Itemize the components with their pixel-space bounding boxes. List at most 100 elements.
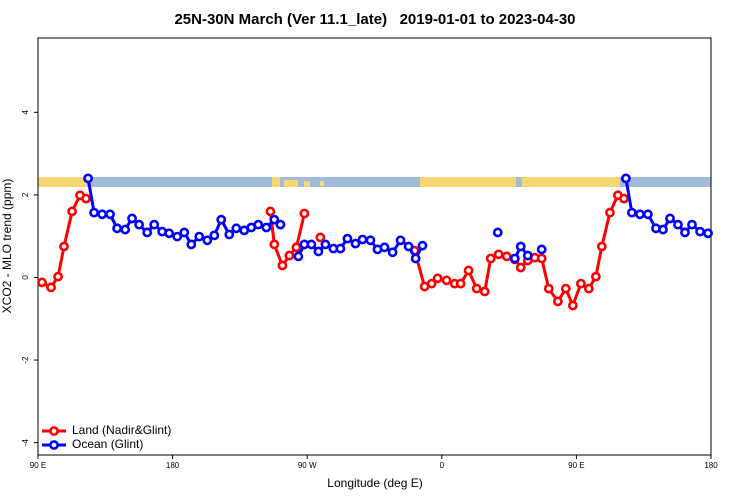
data-point [619, 193, 629, 204]
data-point [395, 235, 406, 246]
data-point [492, 227, 503, 238]
data-point [112, 223, 123, 234]
y-tick-label: -2 [21, 356, 30, 364]
land-band [320, 181, 324, 186]
data-point [410, 253, 421, 264]
data-point [209, 230, 220, 241]
land-band [38, 177, 87, 187]
data-point [53, 271, 63, 282]
y-tick-label: 4 [21, 110, 30, 115]
data-point [275, 219, 286, 230]
data-point [320, 239, 331, 250]
series-line [41, 193, 87, 290]
data-point [658, 224, 668, 235]
x-tick-label: 0 [440, 461, 445, 470]
data-point [149, 219, 160, 230]
data-point [626, 207, 637, 218]
data-point [293, 251, 304, 262]
data-point [89, 207, 99, 218]
data-point [441, 275, 452, 286]
legend-marker [49, 426, 59, 436]
data-point [179, 227, 190, 238]
data-point [687, 219, 697, 230]
data-point [605, 207, 615, 218]
data-point [277, 260, 288, 271]
land-band [284, 180, 298, 187]
data-point [485, 253, 496, 264]
data-point [509, 253, 520, 264]
data-point [501, 251, 512, 262]
data-point [463, 265, 474, 276]
x-tick-label: 90 E [30, 461, 46, 470]
data-point [186, 239, 197, 250]
data-point [387, 247, 398, 258]
data-point [194, 231, 205, 242]
data-point [67, 206, 77, 217]
data-point [560, 283, 571, 294]
data-point [575, 278, 586, 289]
y-tick-label: 2 [21, 192, 30, 197]
legend-label: Ocean (Glint) [72, 437, 143, 451]
x-tick-label: 90 W [298, 461, 317, 470]
data-point [455, 278, 466, 289]
data-point [269, 239, 280, 250]
ocean-band [38, 177, 711, 187]
data-point [493, 249, 504, 260]
data-point [81, 193, 91, 204]
data-point [315, 232, 326, 243]
data-point [253, 219, 264, 230]
data-point [703, 228, 713, 239]
data-point [284, 250, 295, 261]
data-point [83, 173, 94, 184]
data-point [583, 283, 594, 294]
data-point [365, 235, 376, 246]
data-point [269, 214, 280, 225]
x-axis-label: Longitude (deg E) [327, 476, 422, 490]
data-point [231, 223, 242, 234]
data-point [306, 239, 317, 250]
data-point [299, 208, 310, 219]
data-point [567, 300, 578, 311]
land-band [304, 181, 310, 187]
series-line [268, 211, 306, 269]
data-point [59, 241, 69, 252]
data-point [403, 241, 414, 252]
data-point [261, 222, 272, 233]
data-point [46, 282, 56, 293]
y-axis-label: XCO2 - MLO trend (ppm) [0, 179, 14, 314]
chart-title: 25N-30N March (Ver 11.1_late) 2019-01-01… [174, 11, 575, 28]
data-point [105, 209, 115, 220]
land-sea-band [38, 177, 711, 187]
data-point [596, 241, 607, 252]
data-point [432, 273, 443, 284]
data-point [635, 209, 645, 220]
data-point [479, 286, 490, 297]
data-point [543, 283, 554, 294]
data-point [379, 242, 390, 253]
data-point [673, 219, 683, 230]
data-point [417, 240, 428, 251]
legend-label: Land (Nadir&Glint) [72, 423, 171, 437]
data-point [216, 214, 227, 225]
data-point [680, 227, 690, 238]
x-tick-label: 180 [704, 461, 718, 470]
data-point [127, 213, 137, 224]
data-point [172, 231, 183, 242]
data-point [590, 271, 601, 282]
x-tick-label: 90 E [568, 461, 584, 470]
data-point [515, 241, 526, 252]
data-point [142, 227, 153, 238]
data-point [291, 242, 302, 253]
y-tick-label: 0 [21, 275, 30, 280]
land-band [522, 177, 620, 187]
data-point [357, 234, 368, 245]
data-point [202, 235, 213, 246]
data-point [313, 246, 324, 257]
y-tick-label: -4 [21, 439, 30, 447]
land-band [272, 177, 280, 187]
data-point [695, 226, 705, 237]
land-band [420, 177, 516, 187]
data-point [665, 213, 675, 224]
data-point [522, 250, 533, 261]
